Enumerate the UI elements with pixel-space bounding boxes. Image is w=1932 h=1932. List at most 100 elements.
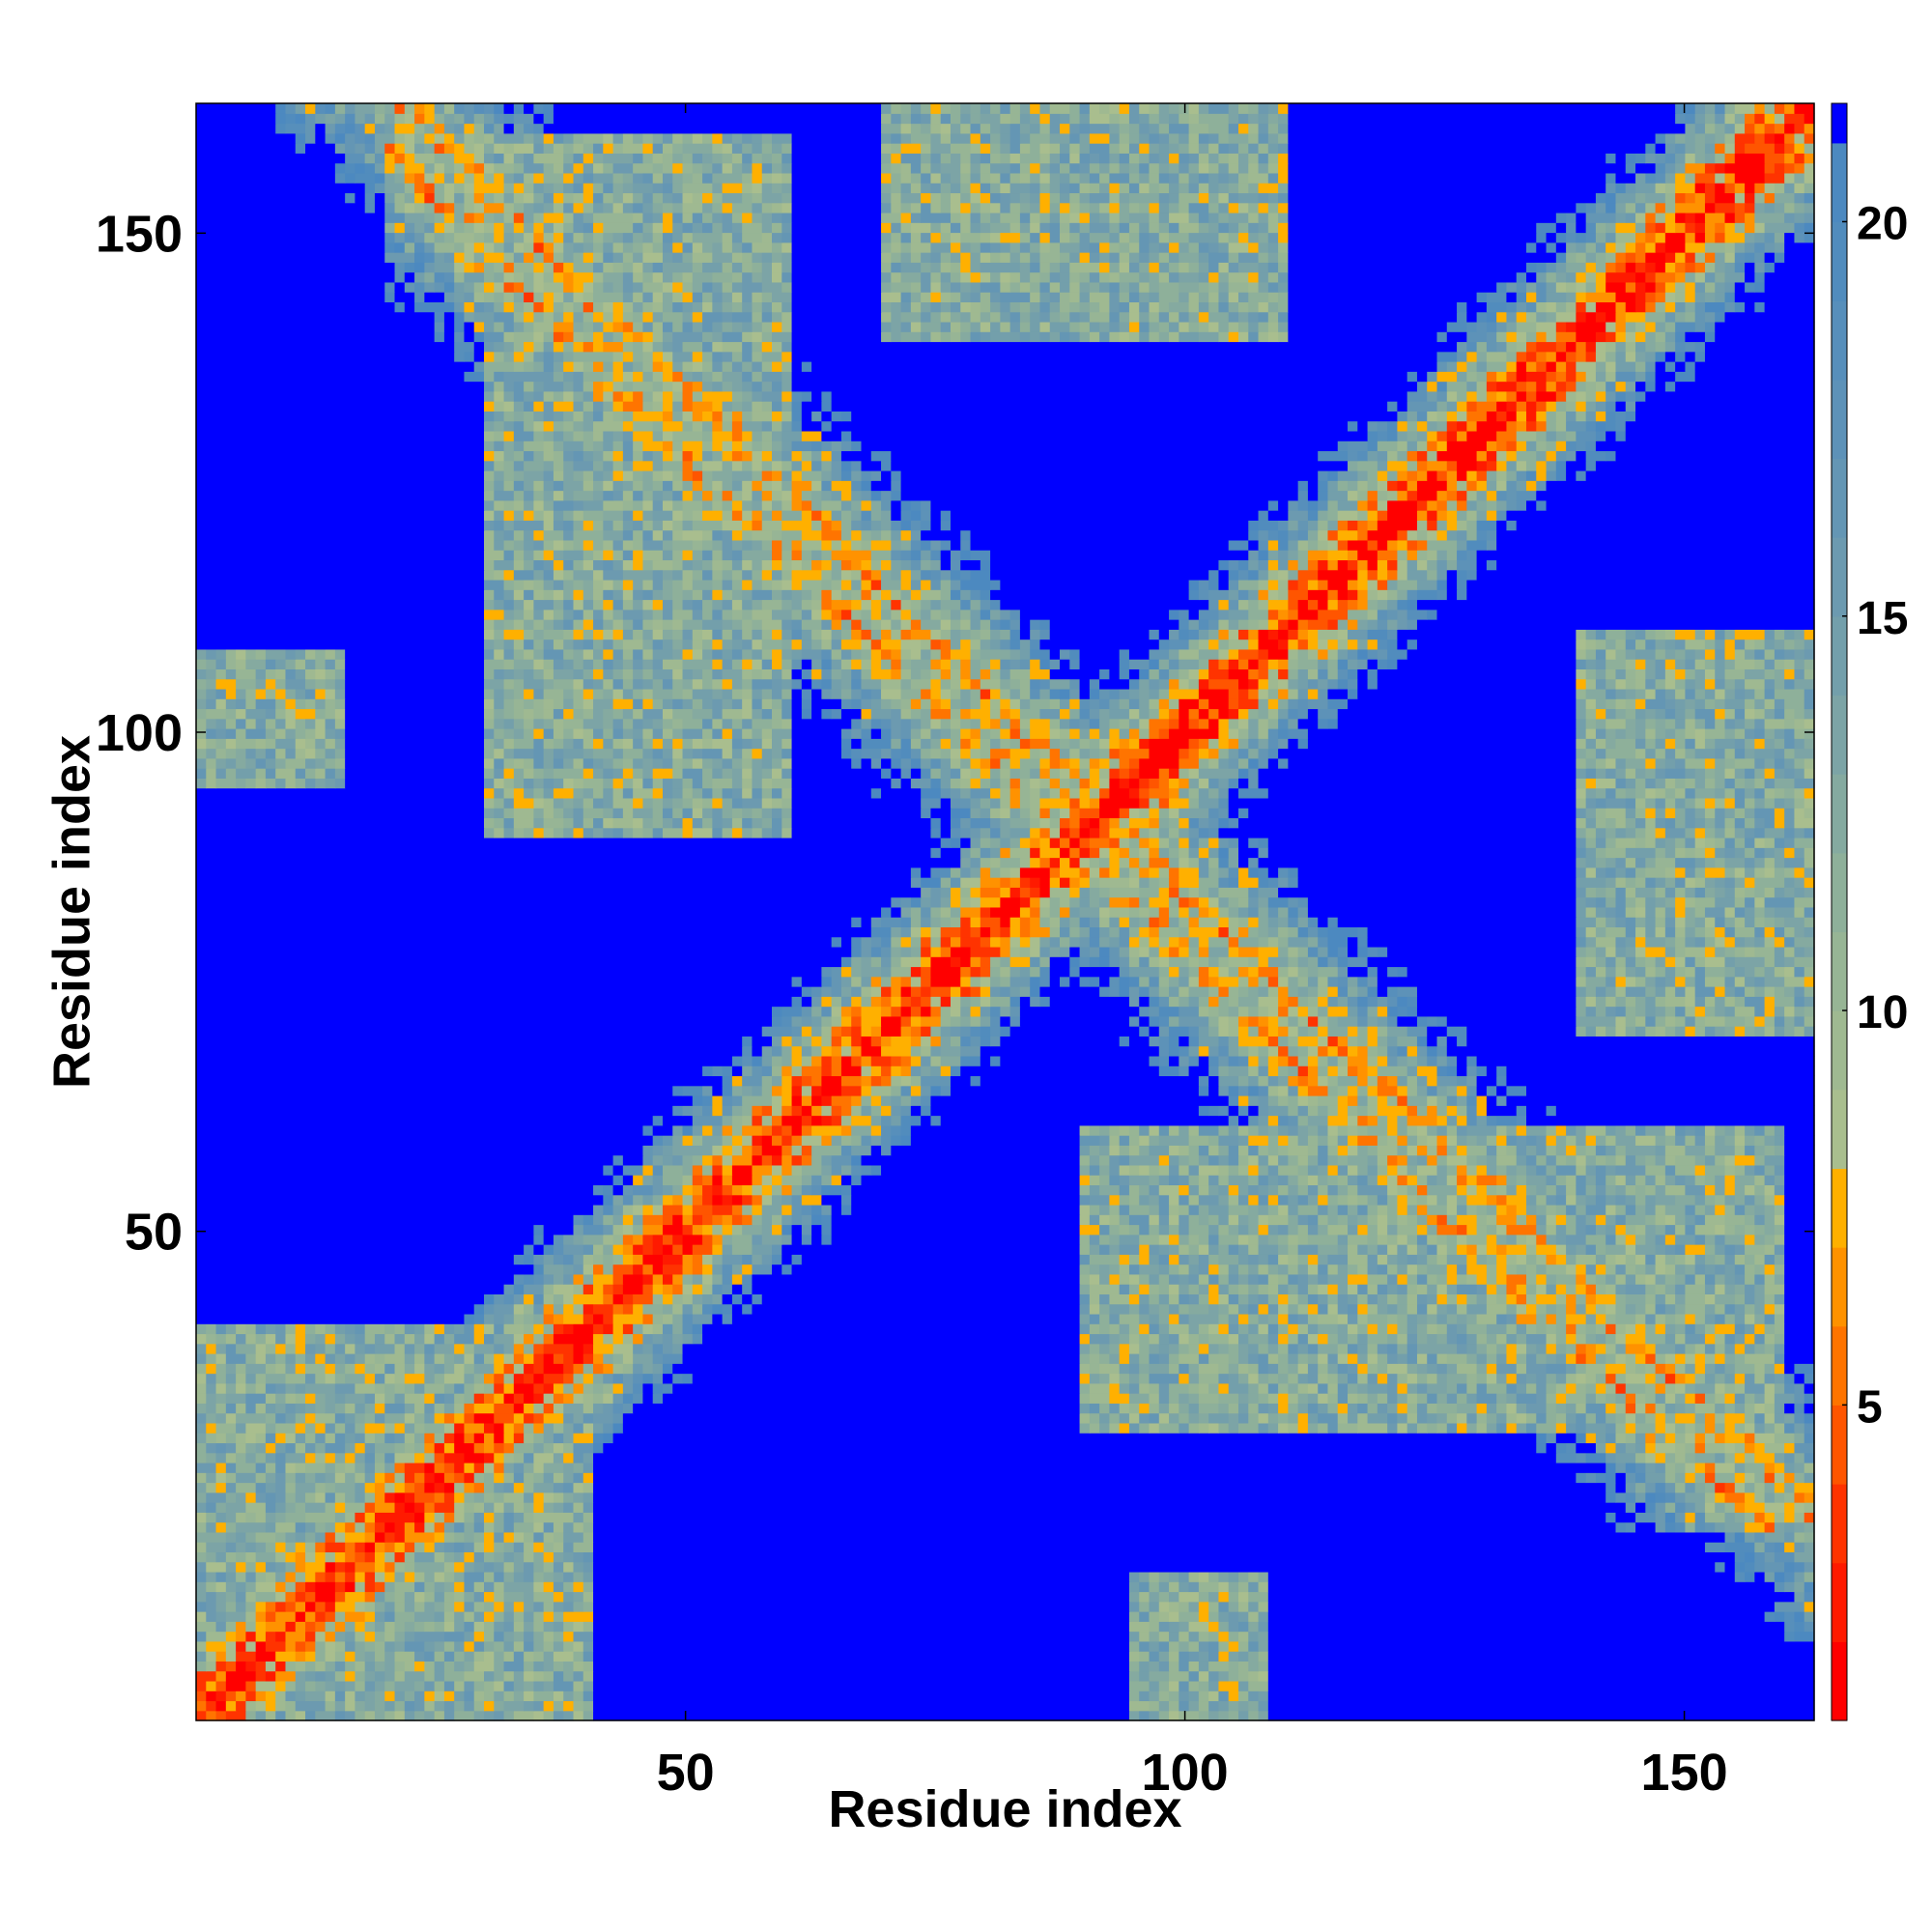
- heatmap-cell: [1764, 1284, 1785, 1294]
- heatmap-cell: [1655, 1452, 1666, 1463]
- heatmap-cell: [831, 1055, 842, 1066]
- heatmap-cell: [1367, 1284, 1378, 1294]
- heatmap-cell: [1605, 1462, 1617, 1473]
- heatmap-cell: [206, 1403, 217, 1414]
- heatmap-cell: [1546, 1145, 1557, 1156]
- heatmap-cell: [1724, 1442, 1736, 1454]
- heatmap-cell: [1724, 1373, 1736, 1384]
- heatmap-cell: [1158, 1621, 1170, 1633]
- heatmap-cell: [394, 1621, 406, 1633]
- heatmap-cell: [503, 1482, 515, 1493]
- heatmap-cell: [1367, 1094, 1378, 1106]
- heatmap-cell: [1267, 1412, 1279, 1424]
- heatmap-cell: [384, 1611, 396, 1622]
- heatmap-cell: [285, 1601, 297, 1612]
- heatmap-cell: [1248, 1700, 1260, 1712]
- heatmap-cell: [1764, 1124, 1776, 1136]
- heatmap-cell: [1208, 1075, 1220, 1087]
- heatmap-cell: [473, 1690, 485, 1702]
- heatmap-cell: [603, 1333, 614, 1345]
- heatmap-cell: [1406, 1393, 1418, 1404]
- heatmap-cell: [573, 1482, 584, 1493]
- heatmap-cell: [1348, 1175, 1358, 1186]
- heatmap-cell: [940, 1055, 961, 1066]
- heatmap-cell: [1466, 1343, 1478, 1354]
- heatmap-cell: [1406, 1045, 1418, 1057]
- heatmap-cell: [1625, 1343, 1646, 1354]
- heatmap-cell: [633, 1403, 1081, 1414]
- heatmap-cell: [236, 1651, 257, 1662]
- heatmap-cell: [1784, 1224, 1815, 1236]
- heatmap-cell: [1237, 1115, 1249, 1126]
- heatmap-cell: [761, 1145, 782, 1156]
- heatmap-cell: [305, 1323, 316, 1335]
- heatmap-cell: [622, 1194, 634, 1206]
- heatmap-cell: [1228, 1373, 1239, 1384]
- heatmap-cell: [404, 1393, 425, 1404]
- heatmap-cell: [1327, 1333, 1339, 1345]
- heatmap-cell: [633, 1393, 644, 1404]
- heatmap-cell: [1595, 1154, 1606, 1166]
- heatmap-cell: [494, 1303, 515, 1315]
- heatmap-cell: [255, 1690, 267, 1702]
- heatmap-cell: [1724, 1313, 1736, 1324]
- heatmap-cell: [722, 1085, 733, 1096]
- heatmap-cell: [1715, 1284, 1726, 1294]
- heatmap-cell: [633, 1214, 644, 1226]
- heatmap-cell: [1655, 1135, 1666, 1146]
- heatmap-cell: [434, 1512, 445, 1523]
- heatmap-cell: [682, 1244, 694, 1255]
- heatmap-cell: [215, 1551, 227, 1563]
- heatmap-cell: [334, 1492, 346, 1503]
- heatmap-cell: [1694, 1154, 1706, 1166]
- heatmap-cell: [524, 1412, 534, 1424]
- heatmap-cell: [1457, 1293, 1467, 1305]
- heatmap-cell: [1645, 1164, 1666, 1176]
- heatmap-cell: [672, 1135, 684, 1146]
- heatmap-cell: [593, 1462, 1606, 1473]
- heatmap-cell: [1715, 1154, 1726, 1166]
- heatmap-cell: [1774, 1224, 1785, 1236]
- heatmap-cell: [206, 1640, 227, 1652]
- heatmap-cell: [1804, 1433, 1815, 1444]
- heatmap-cell: [1715, 1194, 1726, 1206]
- heatmap-cell: [1198, 1264, 1209, 1275]
- heatmap-cell: [1536, 1264, 1548, 1275]
- heatmap-cell: [1745, 1561, 1755, 1573]
- heatmap-cell: [930, 1115, 942, 1126]
- heatmap-cell: [1446, 1145, 1458, 1156]
- heatmap-cell: [1416, 1323, 1428, 1335]
- heatmap-cell: [1188, 1124, 1200, 1136]
- heatmap-cell: [236, 1542, 246, 1553]
- heatmap-cell: [1784, 1313, 1815, 1324]
- heatmap-cell: [1188, 1234, 1200, 1245]
- heatmap-cell: [1664, 1234, 1676, 1245]
- heatmap-cell: [1327, 1164, 1339, 1176]
- heatmap-cell: [1139, 1184, 1151, 1196]
- heatmap-cell: [1486, 1214, 1497, 1226]
- heatmap-cell: [1397, 1422, 1408, 1434]
- heatmap-cell: [1297, 1393, 1309, 1404]
- heatmap-cell: [285, 1343, 297, 1354]
- heatmap-cell: [1555, 1333, 1567, 1345]
- heatmap-cell: [1318, 1184, 1329, 1196]
- heatmap-cell: [1119, 1234, 1140, 1245]
- heatmap-cell: [1297, 1094, 1309, 1106]
- heatmap-cell: [225, 1323, 237, 1335]
- heatmap-cell: [1278, 1244, 1289, 1255]
- heatmap-cell: [285, 1353, 297, 1364]
- heatmap-cell: [1466, 1412, 1478, 1424]
- heatmap-cell: [1297, 1075, 1309, 1087]
- heatmap-cell: [1357, 1094, 1369, 1106]
- heatmap-cell: [1704, 1284, 1716, 1294]
- heatmap-cell: [1635, 1393, 1646, 1404]
- heatmap-cell: [1506, 1412, 1518, 1424]
- heatmap-cell: [1079, 1343, 1091, 1354]
- heatmap-cell: [1427, 1055, 1438, 1066]
- heatmap-cell: [1525, 1303, 1537, 1315]
- heatmap-cell: [1288, 1204, 1299, 1215]
- heatmap-cell: [285, 1363, 297, 1375]
- heatmap-cell: [1307, 1115, 1329, 1126]
- heatmap-cell: [1367, 1105, 1378, 1117]
- heatmap-cell: [1685, 1145, 1706, 1156]
